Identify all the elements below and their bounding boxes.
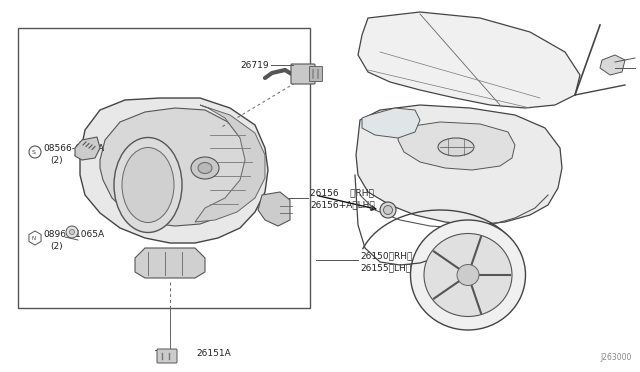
- Text: 26150〈RH〉: 26150〈RH〉: [360, 251, 412, 260]
- Text: 08967-1065A: 08967-1065A: [43, 230, 104, 238]
- Ellipse shape: [438, 138, 474, 156]
- Ellipse shape: [198, 163, 212, 173]
- Ellipse shape: [410, 220, 525, 330]
- Polygon shape: [600, 55, 625, 75]
- Polygon shape: [258, 192, 290, 226]
- Polygon shape: [100, 108, 248, 226]
- Polygon shape: [362, 108, 420, 138]
- Polygon shape: [358, 12, 580, 108]
- Circle shape: [70, 230, 74, 234]
- Text: 26155〈LH〉: 26155〈LH〉: [360, 263, 411, 273]
- Polygon shape: [29, 231, 41, 245]
- Ellipse shape: [424, 234, 512, 317]
- FancyBboxPatch shape: [310, 67, 323, 81]
- Text: 26719: 26719: [241, 61, 269, 70]
- Text: 08566-6165A: 08566-6165A: [43, 144, 104, 153]
- Ellipse shape: [122, 148, 174, 222]
- Text: J263000: J263000: [600, 353, 632, 362]
- Polygon shape: [135, 248, 205, 278]
- Polygon shape: [80, 98, 268, 243]
- Ellipse shape: [114, 138, 182, 232]
- Bar: [18, 28, 310, 308]
- FancyBboxPatch shape: [291, 64, 315, 84]
- Text: (2): (2): [50, 155, 63, 164]
- Text: S: S: [32, 150, 36, 154]
- FancyBboxPatch shape: [157, 349, 177, 363]
- Polygon shape: [356, 105, 562, 225]
- Text: (2): (2): [50, 241, 63, 250]
- Circle shape: [383, 205, 392, 215]
- Text: N: N: [32, 235, 36, 241]
- Polygon shape: [75, 137, 100, 160]
- Text: 26156    〈RH〉: 26156 〈RH〉: [310, 189, 374, 198]
- Circle shape: [380, 202, 396, 218]
- Text: 26156+A〈LH〉: 26156+A〈LH〉: [310, 201, 375, 209]
- Text: 26151A: 26151A: [196, 350, 231, 359]
- Ellipse shape: [457, 264, 479, 285]
- Ellipse shape: [191, 157, 219, 179]
- Circle shape: [66, 226, 78, 238]
- Polygon shape: [398, 122, 515, 170]
- Polygon shape: [195, 105, 265, 222]
- Circle shape: [29, 146, 41, 158]
